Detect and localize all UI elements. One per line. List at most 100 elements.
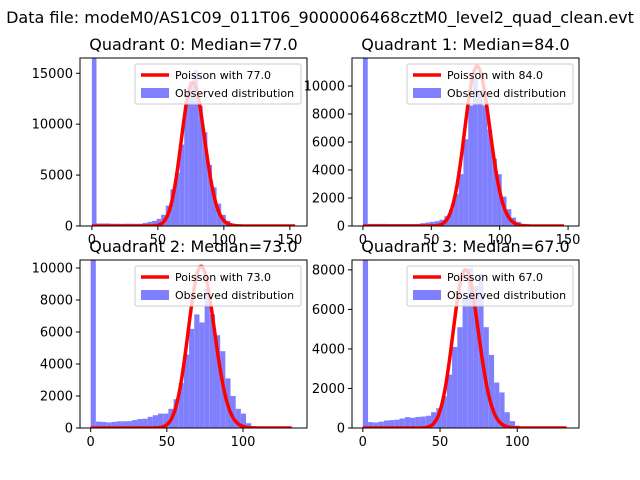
histogram-bar — [179, 144, 185, 226]
histogram-bar — [126, 421, 133, 428]
histogram-bar — [111, 421, 117, 428]
y-tick-label: 2000 — [40, 390, 73, 405]
y-tick-label: 6000 — [312, 303, 345, 318]
legend-box — [406, 63, 574, 105]
quadrant-3-axes-frame — [351, 259, 580, 429]
histogram-bar — [389, 420, 395, 428]
histogram-bar — [415, 416, 421, 428]
histogram-bar — [147, 416, 153, 428]
histogram-bar — [90, 260, 96, 428]
x-tick-label: 150 — [277, 233, 302, 248]
y-tick-label: 6000 — [40, 326, 73, 341]
histogram-bar — [453, 193, 459, 226]
quadrant-0-title: Quadrant 0: Median=77.0 — [89, 35, 297, 54]
histogram-bar — [204, 288, 210, 428]
legend-poisson-label: Poisson with 77.0 — [175, 69, 271, 82]
histogram-bar — [189, 328, 195, 428]
y-tick-label: 2000 — [312, 382, 345, 397]
histogram-bar — [106, 422, 112, 428]
legend-observed-label: Observed distribution — [175, 87, 294, 100]
histogram-bar — [147, 221, 152, 226]
histogram-bar — [173, 399, 179, 428]
histogram-bar — [487, 129, 493, 226]
histogram-bar — [431, 412, 437, 428]
histogram-bar — [425, 415, 432, 428]
histogram-bar — [410, 417, 416, 428]
histogram-bar — [151, 220, 157, 226]
legend-box — [406, 265, 574, 307]
legend-observed-label: Observed distribution — [447, 87, 566, 100]
legend-box — [134, 63, 302, 105]
quadrant-2-legend: Poisson with 73.0 Observed distribution — [134, 265, 302, 307]
quadrant-0-axes-frame — [79, 57, 308, 227]
histogram-bar — [152, 415, 158, 428]
x-tick-label: 50 — [432, 435, 449, 450]
histogram-bar — [468, 105, 474, 226]
histogram-bar — [121, 421, 127, 428]
y-tick-label: 4000 — [312, 164, 345, 179]
histogram-bar — [194, 314, 200, 428]
y-tick-label: 0 — [337, 220, 345, 235]
quadrant-1-chart: 0 50 100 150 0 2000 4000 6000 8000 10000 Quadrant … — [304, 35, 581, 248]
legend-observed-swatch — [141, 88, 169, 98]
legend-observed-swatch — [413, 88, 441, 98]
legend-observed-label: Observed distribution — [175, 289, 294, 302]
y-tick-label: 0 — [65, 220, 73, 235]
histogram-bar — [132, 420, 138, 428]
histogram-bar — [404, 417, 411, 428]
x-tick-label: 150 — [556, 233, 581, 248]
histogram-bar — [441, 396, 447, 428]
legend-observed-label: Observed distribution — [447, 289, 566, 302]
histogram-bar — [116, 421, 122, 428]
histogram-bar — [492, 158, 497, 226]
x-tick-label: 0 — [359, 233, 367, 248]
histogram-bar — [378, 421, 384, 428]
x-tick-label: 100 — [505, 435, 530, 450]
quadrant-1-plot-area — [362, 58, 565, 226]
histogram-bar — [183, 354, 190, 428]
x-tick-label: 50 — [159, 435, 176, 450]
figure-suptitle: Data file: modeM0/AS1C09_011T06_90000064… — [6, 8, 634, 28]
histogram-bar — [463, 139, 469, 226]
quadrant-3-legend: Poisson with 67.0 Observed distribution — [406, 265, 574, 307]
histogram-bar — [499, 392, 505, 428]
histogram-bar — [488, 354, 495, 428]
histogram-bar — [158, 413, 164, 428]
quadrant-2-title: Quadrant 2: Median=73.0 — [89, 237, 297, 256]
quadrant-3-chart: 0 50 100 0 2000 4000 6000 8000 Quadrant 3: Media… — [312, 237, 580, 450]
histogram-bar — [373, 422, 379, 428]
histogram-bar — [207, 164, 212, 226]
y-tick-label: 8000 — [312, 263, 345, 278]
histogram-bar — [156, 218, 162, 226]
y-tick-label: 5000 — [40, 169, 73, 184]
histogram-bar — [230, 396, 236, 428]
histogram-bar — [209, 314, 215, 428]
histogram-bar — [246, 423, 252, 428]
quadrant-0-chart: 0 50 100 150 0 5000 10000 15000 Quadrant 0: Medi… — [32, 35, 308, 248]
histogram-bar — [142, 418, 148, 428]
histogram-bar — [504, 412, 510, 428]
histogram-bar — [170, 189, 176, 226]
histogram-bar — [477, 90, 483, 226]
histogram-bar — [214, 335, 221, 428]
y-tick-label: 10000 — [304, 80, 345, 95]
x-tick-label: 100 — [487, 233, 512, 248]
histogram-bar — [198, 105, 203, 226]
histogram-bar — [467, 267, 474, 428]
histogram-bar — [95, 421, 102, 428]
histogram-bar — [473, 79, 478, 226]
histogram-bar — [101, 421, 107, 428]
histogram-bar — [449, 209, 454, 226]
y-tick-label: 10000 — [32, 262, 73, 277]
histogram-bar — [199, 322, 205, 428]
histogram-bar — [240, 413, 247, 428]
y-tick-label: 0 — [65, 422, 73, 437]
legend-observed-swatch — [413, 290, 441, 300]
histogram-bar — [368, 422, 374, 428]
histogram-bar — [434, 221, 440, 226]
histogram-bar — [462, 297, 468, 428]
x-tick-label: 0 — [359, 435, 367, 450]
quadrant-2-chart: 0 50 100 0 2000 4000 6000 8000 10000 Quadrant 2: … — [32, 237, 308, 450]
histogram-bar — [235, 408, 241, 428]
